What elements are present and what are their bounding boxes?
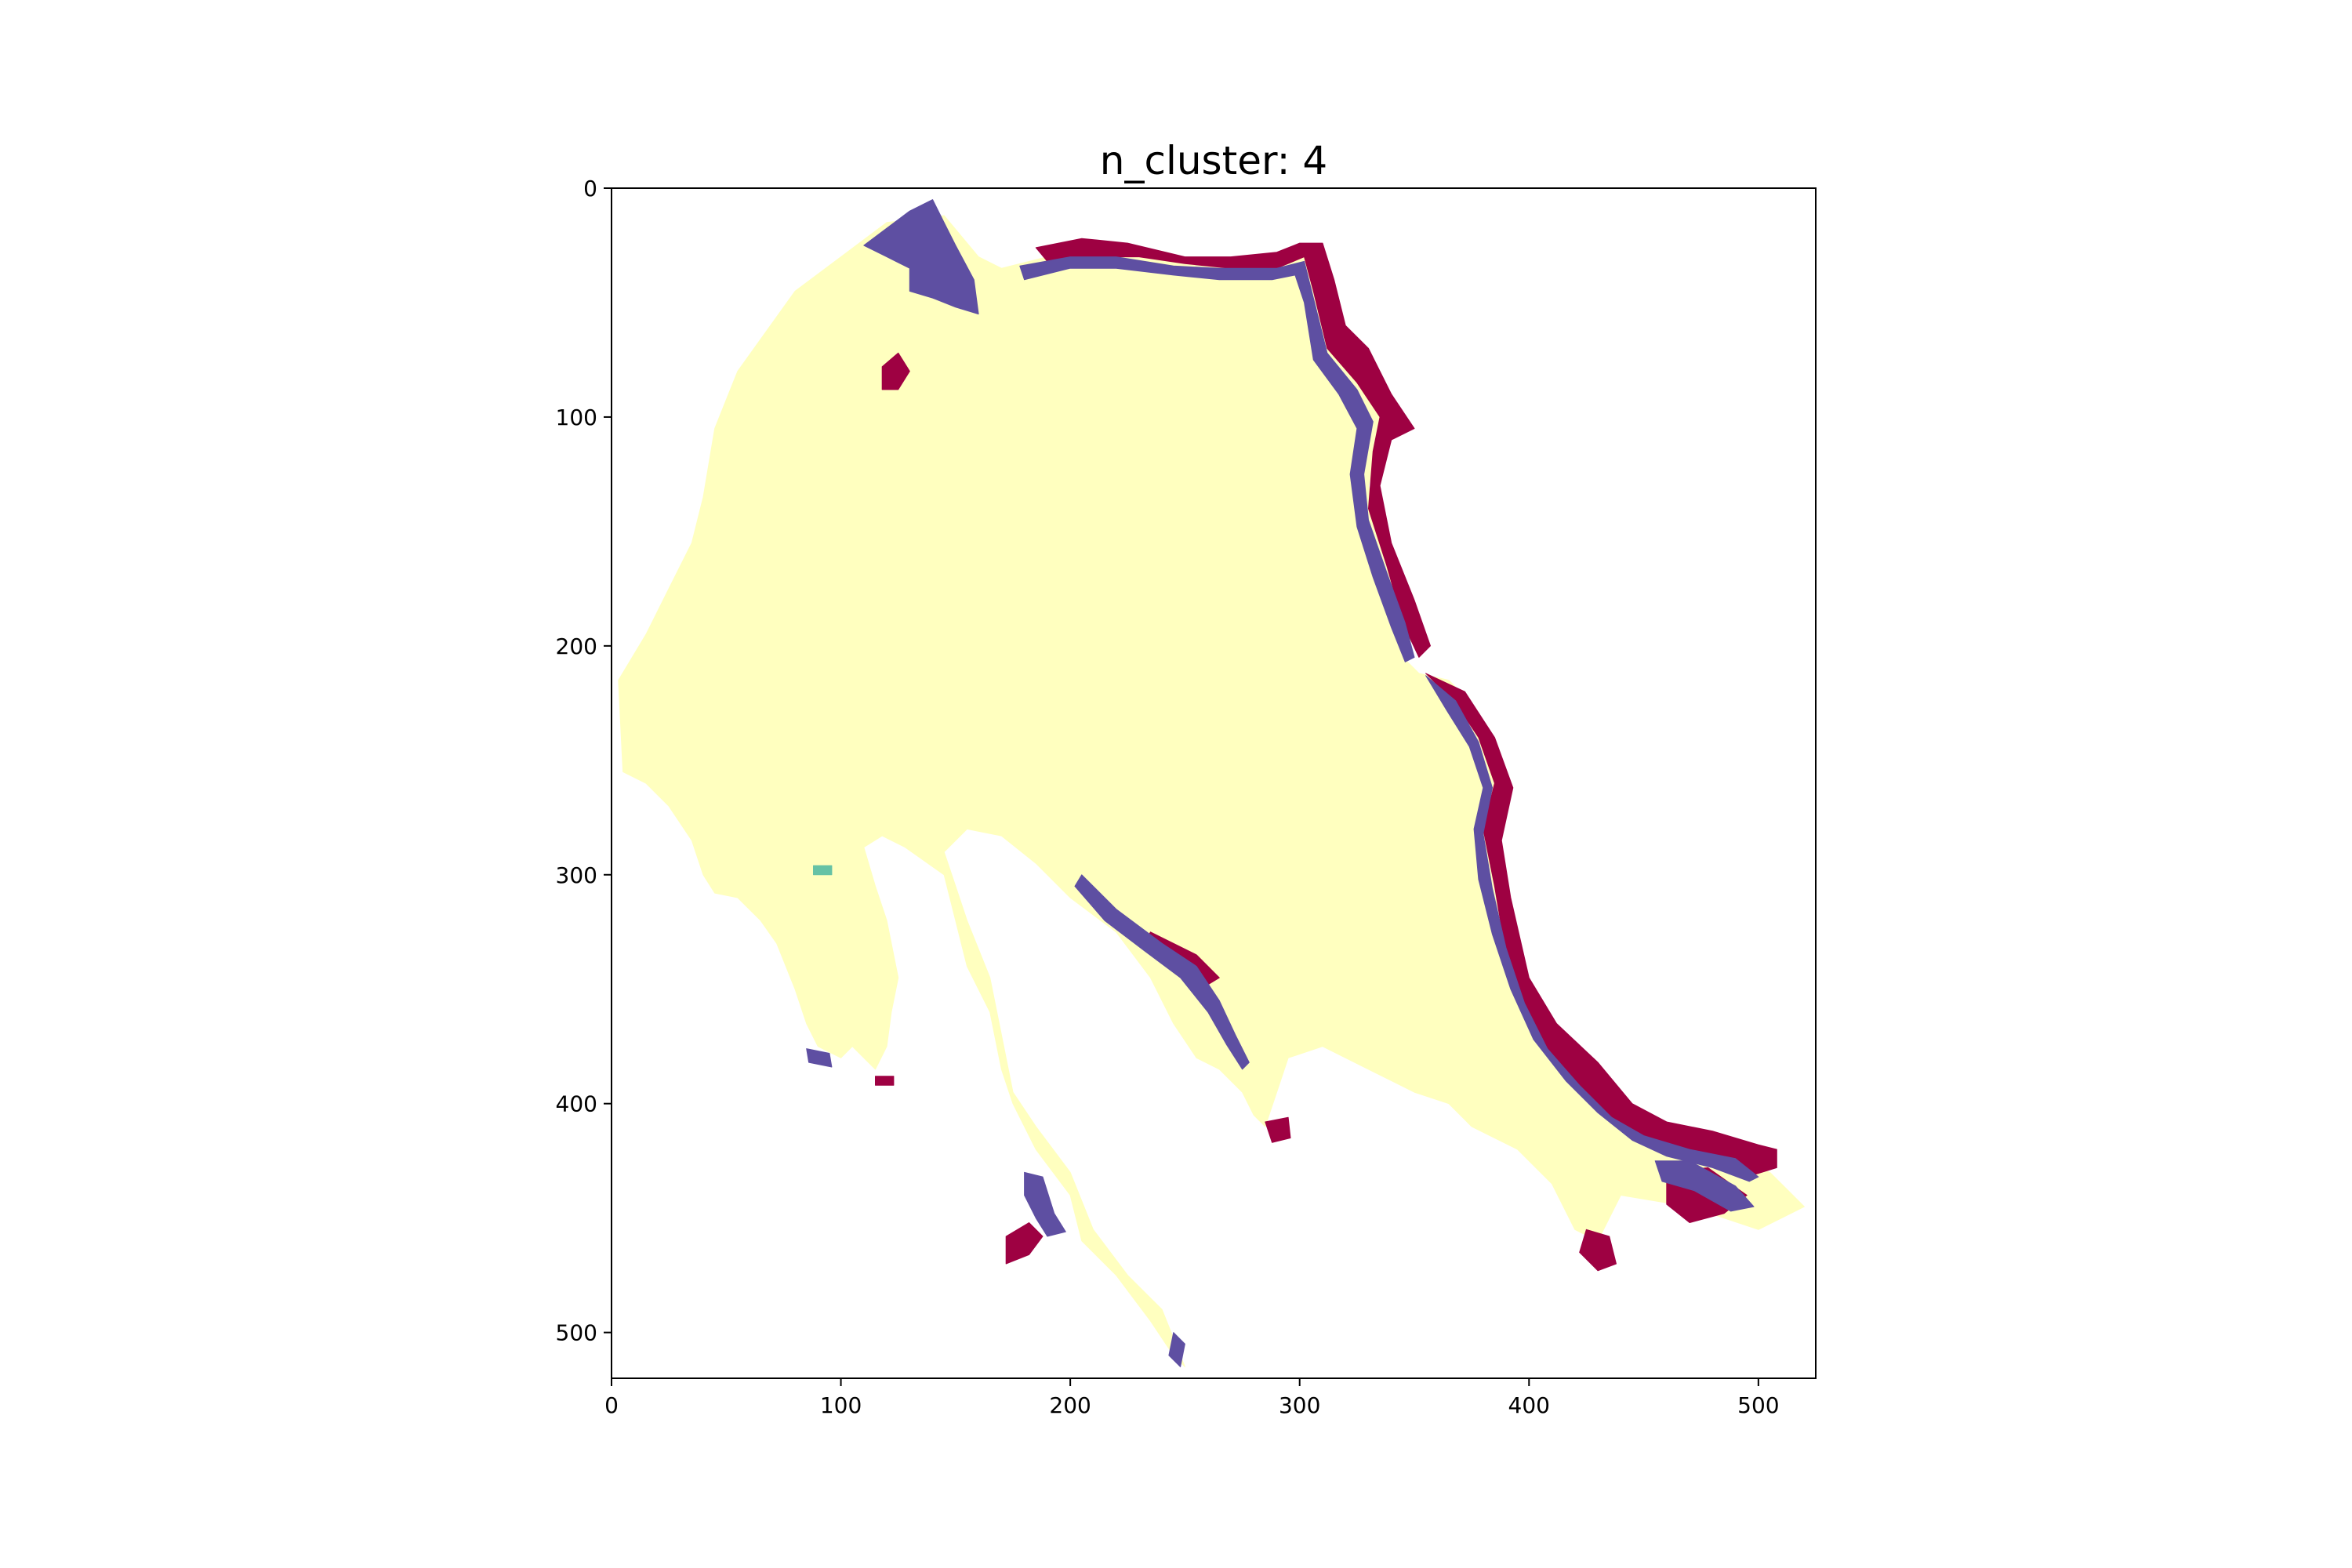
region-nw-spot: [881, 352, 910, 390]
region-east-coast-inner: [1425, 675, 1759, 1182]
region-south-tip: [1168, 1332, 1185, 1367]
region-nw-inlet: [863, 199, 979, 315]
x-tick-label: 400: [1508, 1392, 1550, 1418]
plot-area: [618, 199, 1805, 1367]
region-west-fingers: [806, 1048, 833, 1068]
region-west-edge-specks: [813, 865, 833, 876]
y-tick-label: 400: [556, 1091, 597, 1117]
x-tick-label: 0: [604, 1392, 619, 1418]
x-tick-label: 500: [1737, 1392, 1779, 1418]
y-tick-label: 0: [583, 176, 597, 201]
y-tick-label: 200: [556, 633, 597, 659]
axes-frame: [611, 187, 1817, 1379]
x-axis: 0 100 200 300 400 500: [604, 1378, 1780, 1418]
x-tick-label: 200: [1049, 1392, 1091, 1418]
region-se-arm-inner: [1654, 1160, 1755, 1212]
y-axis: 0 100 200 300 400 500: [556, 176, 612, 1346]
region-inlet-foot-patch: [1265, 1116, 1291, 1143]
region-ne-coast-inner: [1019, 256, 1415, 662]
region-east-coast-band: [1425, 673, 1777, 1178]
region-south-inlet: [1024, 1171, 1066, 1237]
region-se-tip-patch: [1579, 1229, 1617, 1272]
region-middle-shore-inner: [1074, 874, 1250, 1070]
y-tick-label: 500: [556, 1320, 597, 1346]
y-tick-label: 100: [556, 405, 597, 430]
chart-title: n_cluster: 4: [1100, 138, 1327, 183]
region-south-inlet-patch: [1005, 1222, 1044, 1265]
x-tick-label: 100: [820, 1392, 862, 1418]
region-west-finger-patch: [875, 1076, 895, 1086]
x-tick-label: 300: [1279, 1392, 1320, 1418]
y-tick-label: 300: [556, 862, 597, 888]
